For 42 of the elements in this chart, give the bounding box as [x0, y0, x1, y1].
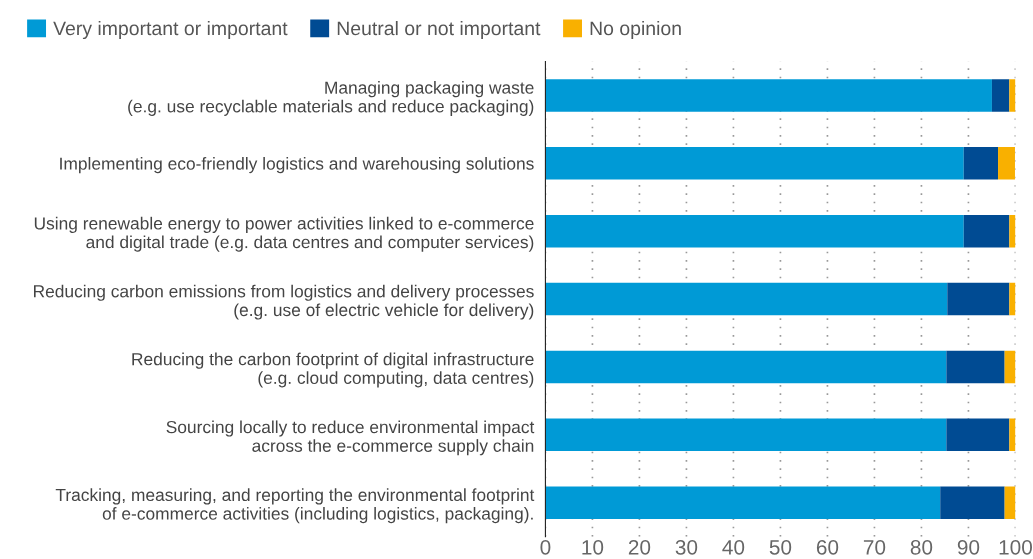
legend-label: Neutral or not important — [337, 20, 541, 40]
bar — [545, 79, 992, 112]
x-tick-label: 100 — [999, 539, 1033, 555]
bar — [963, 214, 1010, 248]
x-tick-label: 80 — [910, 539, 933, 555]
y-tick-label: Reducing carbon emissions from logistics and delivery processes (e.g. use of electric vehicle for delivery) — [34, 284, 534, 320]
y-tick-label: Sourcing locally to reduce environmental impact across the e-commerce supply chain — [166, 420, 535, 456]
bar — [545, 282, 948, 316]
x-tick-label: 0 — [540, 539, 551, 555]
x-tick-label: 70 — [863, 539, 886, 555]
bar — [1009, 418, 1016, 452]
bar — [963, 147, 999, 180]
legend-label: Very important or important — [53, 20, 288, 40]
bar — [1009, 282, 1016, 316]
bar — [1009, 79, 1016, 112]
x-tick-label: 40 — [722, 539, 745, 555]
x-tick-label: 10 — [582, 539, 604, 555]
bar — [1004, 486, 1016, 519]
x-tick-label: 60 — [816, 539, 839, 555]
x-tick-label: 50 — [769, 539, 792, 555]
legend-label: No opinion — [590, 20, 681, 40]
bar — [998, 147, 1015, 180]
bar — [545, 418, 947, 452]
y-tick-label: Tracking, measuring, and reporting the environmental footprint of e-commerce activities (including logistics, packaging). — [55, 488, 535, 524]
bar — [947, 282, 1010, 316]
x-tick-label: 30 — [675, 539, 698, 555]
bar — [545, 147, 964, 180]
bar — [991, 79, 1010, 112]
y-tick-label: Implementing eco-friendly logistics and warehousing solutions — [60, 157, 534, 174]
y-tick-label: Reducing the carbon footprint of digital infrastructure (e.g. cloud computing, data centres) — [132, 352, 534, 388]
y-tick-label: Using renewable energy to power activities linked to e-commerce and digital trade (e.g. data centres and computer services) — [34, 216, 534, 252]
bar — [946, 418, 1010, 452]
bar — [1004, 350, 1016, 384]
bar — [545, 350, 947, 384]
y-tick-label: Managing packaging waste (e.g. use recyclable materials and reduce packaging) — [128, 81, 534, 116]
x-tick-label: 90 — [957, 539, 980, 555]
x-tick-label: 20 — [628, 539, 651, 555]
bar — [545, 214, 964, 248]
bar — [545, 486, 941, 519]
bar — [940, 486, 1005, 519]
bar — [946, 350, 1005, 384]
bar — [1009, 214, 1016, 248]
